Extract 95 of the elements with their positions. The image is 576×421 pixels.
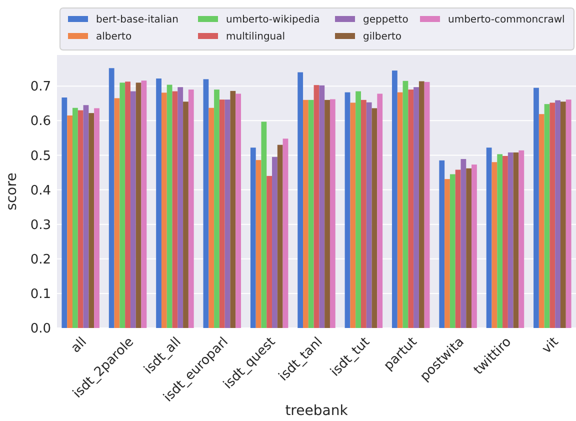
bar bbox=[166, 84, 172, 328]
legend-label: gilberto bbox=[363, 32, 402, 42]
y-tick-label: 0.6 bbox=[30, 114, 51, 130]
bar bbox=[78, 110, 84, 328]
bar bbox=[266, 176, 272, 328]
bar bbox=[208, 108, 214, 328]
bar bbox=[424, 82, 430, 328]
bar bbox=[282, 138, 288, 328]
bar bbox=[108, 68, 114, 328]
bar bbox=[497, 154, 503, 328]
bar bbox=[277, 144, 283, 328]
bar bbox=[125, 82, 130, 328]
bar bbox=[350, 102, 356, 328]
bar bbox=[161, 92, 167, 328]
legend-label: alberto bbox=[96, 32, 132, 42]
legend-label: geppetto bbox=[363, 14, 408, 26]
bar bbox=[203, 79, 209, 328]
y-tick-label: 0.3 bbox=[30, 218, 51, 233]
bar bbox=[566, 100, 572, 328]
bar bbox=[236, 94, 242, 328]
bar bbox=[256, 160, 262, 328]
bar bbox=[178, 87, 184, 328]
bar bbox=[466, 168, 472, 328]
bar bbox=[261, 122, 267, 328]
bar bbox=[319, 85, 325, 328]
bar bbox=[544, 104, 550, 328]
bar bbox=[303, 100, 308, 328]
bar bbox=[298, 72, 304, 328]
bar bbox=[330, 99, 336, 328]
bar bbox=[130, 91, 136, 328]
y-tick-label: 0.1 bbox=[30, 286, 51, 302]
legend-label: umberto-wikipedia bbox=[226, 14, 320, 26]
bar bbox=[397, 92, 403, 328]
bar bbox=[62, 98, 68, 328]
bar bbox=[344, 92, 350, 328]
x-axis-title: treebank bbox=[285, 403, 349, 419]
bar bbox=[444, 179, 450, 328]
bar bbox=[67, 115, 73, 328]
legend-label: multilingual bbox=[226, 32, 286, 42]
bar bbox=[272, 156, 278, 328]
bar bbox=[513, 152, 519, 328]
legend-label: umberto-commoncrawl bbox=[448, 14, 565, 26]
bar bbox=[214, 90, 220, 328]
bar bbox=[188, 90, 194, 328]
bar bbox=[414, 87, 419, 328]
bar bbox=[450, 174, 456, 328]
bar bbox=[402, 80, 408, 328]
bar bbox=[486, 148, 492, 328]
bar bbox=[314, 85, 320, 328]
bar bbox=[308, 100, 314, 328]
y-tick-label: 0.7 bbox=[30, 80, 51, 95]
bar bbox=[550, 102, 556, 328]
bar bbox=[455, 170, 461, 328]
bar bbox=[460, 159, 466, 328]
y-axis-title: score bbox=[4, 172, 20, 210]
bar bbox=[508, 152, 514, 328]
bar bbox=[372, 108, 378, 328]
bar bbox=[114, 98, 120, 328]
bar bbox=[120, 82, 126, 328]
bar bbox=[518, 150, 524, 328]
bar bbox=[392, 70, 398, 328]
y-tick-label: 0.4 bbox=[30, 183, 51, 198]
x-tick-label: vit bbox=[539, 334, 562, 357]
bar bbox=[224, 100, 230, 328]
bar bbox=[250, 148, 256, 328]
bar bbox=[366, 102, 372, 328]
bar bbox=[360, 100, 366, 328]
y-tick-label: 0.0 bbox=[30, 322, 51, 337]
bar bbox=[83, 105, 89, 328]
bar bbox=[72, 108, 78, 328]
bar bbox=[377, 94, 383, 328]
y-tick-label: 0.2 bbox=[30, 252, 51, 268]
bar bbox=[94, 108, 100, 328]
bar bbox=[183, 102, 188, 328]
bar bbox=[472, 164, 477, 328]
bar bbox=[418, 81, 424, 328]
y-tick-label: 0.5 bbox=[30, 148, 51, 164]
bar bbox=[492, 162, 498, 328]
bar bbox=[141, 80, 147, 328]
bar bbox=[408, 90, 414, 328]
bar bbox=[230, 90, 236, 328]
bar bbox=[555, 100, 560, 328]
bar bbox=[560, 102, 566, 328]
bar bbox=[538, 114, 544, 328]
bar bbox=[88, 113, 94, 328]
bar bbox=[172, 91, 178, 328]
bar bbox=[534, 88, 539, 328]
bar bbox=[356, 91, 361, 328]
bar bbox=[439, 160, 445, 328]
legend-label: bert-base-italian bbox=[96, 14, 178, 26]
bar bbox=[156, 78, 162, 328]
bar bbox=[136, 82, 142, 328]
bar bbox=[324, 100, 330, 328]
bar bbox=[219, 100, 225, 328]
bar bbox=[502, 156, 508, 328]
